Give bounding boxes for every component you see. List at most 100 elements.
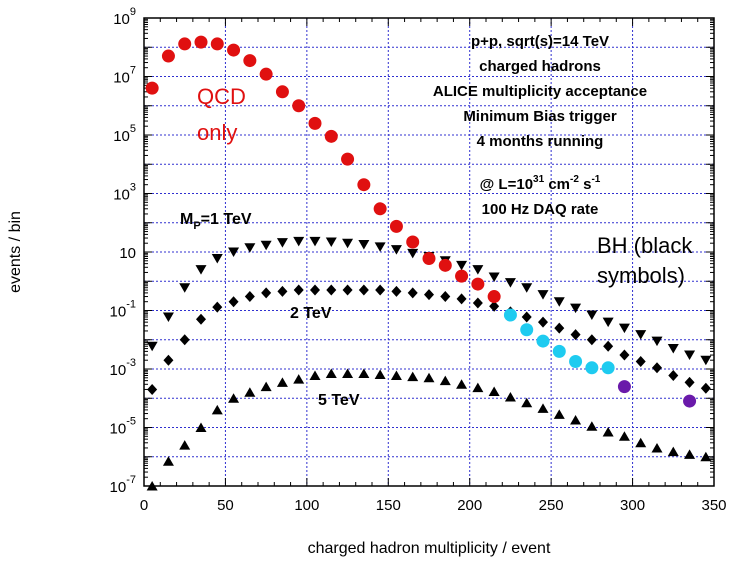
data-point-triangle-down: [358, 240, 370, 250]
data-point-circle: [536, 334, 550, 348]
data-point-diamond: [652, 362, 662, 374]
data-point-diamond: [440, 291, 451, 303]
data-point-triangle-down: [553, 297, 565, 307]
data-point-circle: [617, 380, 631, 394]
data-point-triangle-down: [390, 245, 402, 255]
info-box: p+p, sqrt(s)=14 TeV charged hadrons ALICE …: [433, 33, 647, 218]
data-point-diamond: [277, 285, 288, 297]
data-point-diamond: [179, 334, 190, 346]
data-point-diamond: [538, 316, 548, 328]
data-point-diamond: [521, 311, 532, 323]
x-tick-label: 0: [140, 497, 148, 514]
mp-symbol: M: [180, 211, 193, 228]
data-point-triangle-up: [162, 456, 174, 466]
data-point-triangle-up: [195, 422, 207, 432]
data-point-diamond: [700, 382, 711, 394]
data-point-triangle-down: [537, 290, 549, 300]
data-point-triangle-down: [195, 265, 207, 275]
data-point-triangle-down: [667, 344, 679, 354]
y-tick-base: 10: [110, 362, 127, 379]
data-point-diamond: [358, 284, 369, 296]
data-point-triangle-down: [146, 341, 158, 352]
data-point-triangle-down: [700, 355, 712, 366]
y-tick-label: 109: [113, 6, 136, 28]
info-line: Minimum Bias trigger: [463, 108, 617, 125]
x-tick-label: 100: [294, 497, 319, 514]
data-point-circle: [210, 37, 224, 51]
data-point-diamond: [310, 284, 320, 296]
data-point-circle: [389, 219, 403, 233]
data-point-triangle-up: [570, 415, 582, 425]
data-point-triangle-down: [684, 350, 696, 361]
data-point-circle: [487, 290, 501, 304]
data-point-circle: [585, 361, 599, 375]
data-point-triangle-up: [684, 449, 696, 459]
data-point-triangle-down: [325, 237, 337, 247]
data-point-diamond: [472, 297, 483, 309]
data-point-circle: [503, 308, 517, 322]
data-point-diamond: [635, 356, 646, 368]
y-axis-label: events / bin: [7, 211, 24, 293]
y-tick-base: 10: [113, 128, 130, 145]
data-point-triangle-down: [162, 312, 174, 322]
grid: [144, 18, 714, 486]
data-point-circle: [520, 323, 534, 337]
x-tick-labels: 0 50 100 150 200 250 300 350: [140, 497, 727, 514]
data-point-circle: [455, 269, 469, 283]
data-point-triangle-up: [537, 403, 549, 413]
qcd-annotation-line2: only: [197, 120, 237, 145]
y-tick-exponent: 3: [130, 182, 136, 194]
data-point-diamond: [456, 293, 467, 305]
data-point-triangle-down: [602, 317, 614, 328]
info-line: charged hadrons: [479, 58, 601, 75]
mp-1tev-label: MP=1 TeV: [180, 211, 252, 232]
data-point-triangle-up: [146, 481, 158, 491]
data-point-diamond: [391, 285, 402, 297]
data-point-diamond: [603, 340, 614, 352]
y-tick-base: 10: [110, 421, 127, 438]
data-point-triangle-up: [439, 375, 451, 386]
data-point-triangle-down: [521, 283, 533, 293]
luminosity-unit-exponent: -2: [570, 174, 579, 185]
bh-annotation-line2: symbols): [597, 263, 685, 288]
x-tick-label: 150: [376, 497, 401, 514]
data-point-triangle-up: [521, 397, 533, 408]
data-point-diamond: [684, 376, 695, 388]
data-point-triangle-up: [244, 387, 256, 397]
data-point-triangle-up: [504, 392, 516, 402]
bh-annotation-line1: BH (black: [597, 233, 693, 258]
y-tick-label: 10-3: [110, 357, 136, 379]
y-tick-label: 107: [113, 65, 136, 87]
qcd-annotation-line1: QCD: [197, 84, 246, 109]
data-point-triangle-up: [586, 421, 598, 431]
data-point-circle: [683, 394, 697, 408]
data-point-circle: [145, 81, 159, 95]
y-tick-base: 10: [110, 304, 127, 321]
data-point-triangle-down: [211, 253, 223, 264]
data-point-triangle-up: [407, 371, 419, 382]
data-point-circle: [341, 152, 355, 166]
y-tick-label: 10-1: [110, 299, 136, 321]
y-tick-base: 10: [113, 187, 130, 204]
luminosity-exponent: 31: [533, 174, 545, 185]
data-point-diamond: [424, 289, 434, 301]
data-point-triangle-down: [570, 303, 582, 314]
data-point-diamond: [570, 329, 581, 341]
y-tick-label: 10: [119, 245, 136, 262]
data-point-triangle-down: [374, 242, 386, 252]
mp-5tev-label: 5 TeV: [318, 392, 360, 409]
data-point-circle: [601, 361, 615, 375]
qcd-only-annotation: QCD only: [197, 84, 252, 145]
data-point-diamond: [326, 284, 337, 296]
info-line: p+p, sqrt(s)=14 TeV: [471, 33, 609, 50]
data-point-circle: [438, 258, 452, 272]
data-point-diamond: [668, 369, 679, 381]
data-point-circle: [161, 49, 175, 63]
data-point-circle: [275, 85, 289, 99]
data-point-circle: [259, 67, 273, 81]
data-point-triangle-up: [456, 379, 468, 389]
data-point-triangle-up: [276, 377, 288, 387]
data-point-triangle-up: [179, 440, 191, 450]
